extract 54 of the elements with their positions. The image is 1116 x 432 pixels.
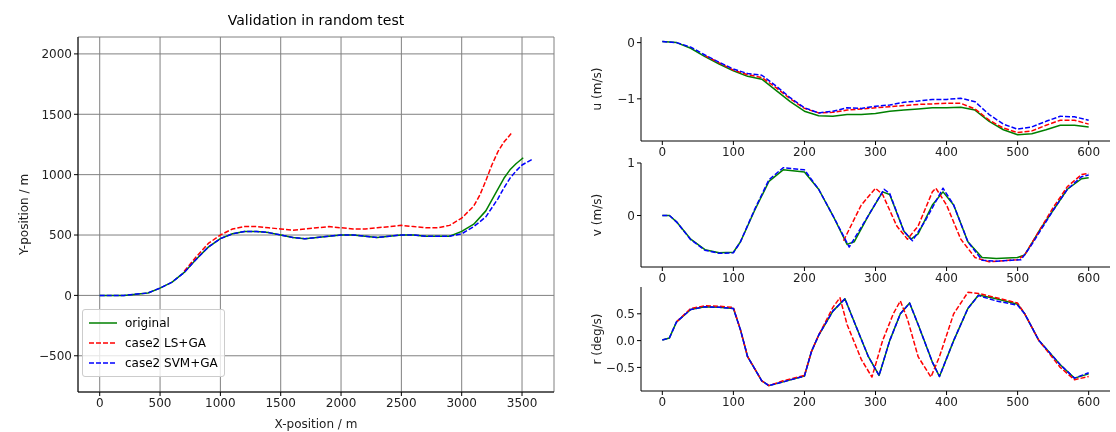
y-tick-label: 0 [627, 208, 635, 223]
line-series [842, 172, 1090, 263]
y-tick-label: 1500 [41, 107, 72, 122]
x-tick-label: 600 [1077, 394, 1101, 409]
chart-title: Validation in random test [226, 12, 406, 28]
y-axis-title: Y-position / m [17, 173, 32, 257]
y-axis-title: r (deg/s) [590, 313, 605, 365]
y-tick-label: 0.5 [615, 307, 635, 322]
x-tick-label: 500 [1006, 270, 1030, 285]
legend-label: original [125, 316, 170, 330]
y-tick-label: −1 [617, 92, 635, 107]
x-tick-label: 0 [95, 395, 104, 410]
x-tick-label: 500 [148, 395, 172, 410]
x-axis-title: X-position / m [274, 417, 358, 431]
x-tick-label: 2000 [325, 395, 357, 410]
x-tick-label: 300 [864, 394, 887, 409]
x-tick-label: 0 [658, 394, 667, 409]
x-tick-label: 300 [864, 270, 887, 285]
y-tick-label: 0 [627, 35, 635, 50]
x-tick-label: 100 [721, 394, 745, 409]
x-tick-label: 400 [935, 144, 959, 159]
x-tick-label: 600 [1077, 270, 1101, 285]
y-tick-label: −0.5 [605, 360, 635, 375]
x-tick-label: 1500 [265, 395, 296, 410]
x-tick-label: 500 [1006, 144, 1030, 159]
x-tick-label: 200 [792, 394, 816, 409]
y-tick-label: 0 [64, 288, 72, 303]
x-tick-label: 300 [864, 144, 887, 159]
x-tick-label: 500 [1006, 394, 1030, 409]
legend-label: case2 SVM+GA [125, 356, 218, 370]
y-tick-label: 500 [49, 228, 72, 243]
x-tick-label: 2500 [386, 395, 417, 410]
legend-label: case2 LS+GA [125, 336, 206, 350]
x-tick-label: 100 [721, 144, 745, 159]
x-tick-label: 200 [792, 144, 816, 159]
x-tick-label: 400 [935, 270, 959, 285]
x-tick-label: 100 [721, 270, 745, 285]
y-tick-label: 0.0 [615, 333, 635, 348]
y-axis-title: u (m/s) [590, 67, 605, 111]
x-tick-label: 1000 [205, 395, 236, 410]
x-tick-label: 400 [935, 394, 959, 409]
x-tick-label: 3500 [506, 395, 538, 410]
y-tick-label: 1000 [41, 167, 72, 182]
line-series [704, 54, 1090, 134]
y-tick-label: 1 [627, 156, 635, 171]
x-tick-label: 600 [1077, 144, 1101, 159]
x-tick-label: 3000 [446, 395, 477, 410]
line-series [183, 132, 512, 272]
x-tick-label: 200 [792, 270, 816, 285]
x-tick-label: 0 [658, 270, 667, 285]
y-tick-label: −500 [39, 349, 72, 364]
y-tick-label: 2000 [41, 47, 72, 62]
x-tick-label: 0 [658, 144, 667, 159]
y-axis-title: v (m/s) [590, 193, 605, 237]
